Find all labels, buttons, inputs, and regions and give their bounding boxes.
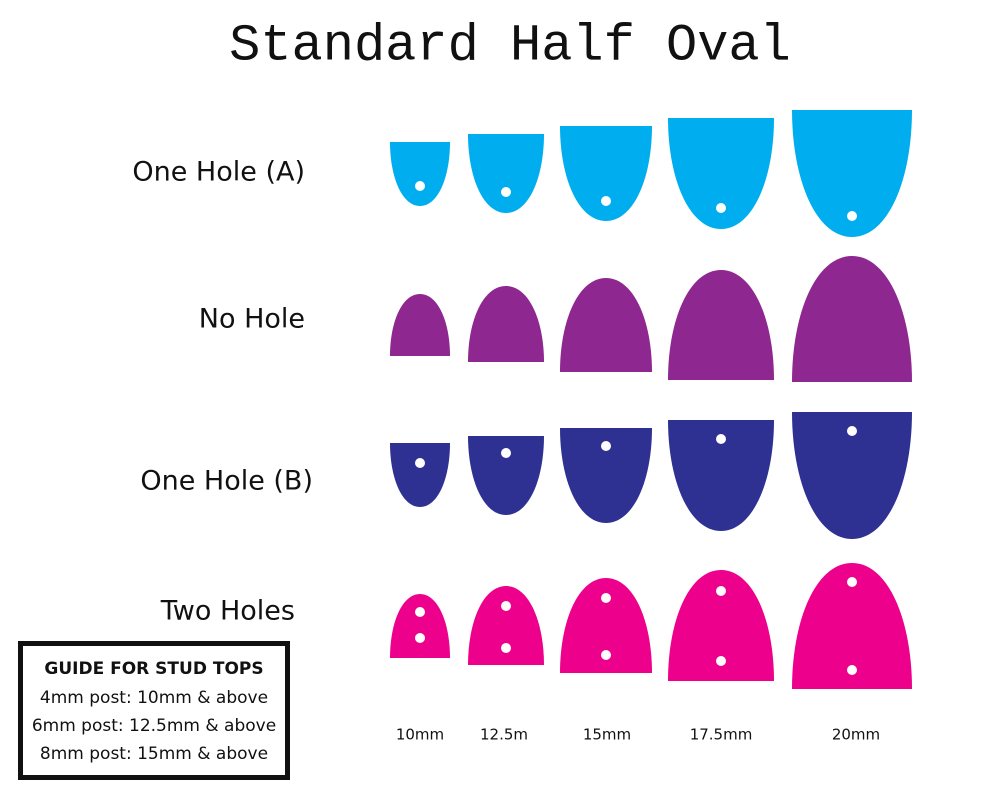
size-label: 12.5m — [480, 726, 528, 744]
half-oval — [668, 420, 774, 531]
half-oval — [560, 578, 652, 673]
hole — [716, 203, 726, 213]
half-oval — [668, 570, 774, 681]
hole — [847, 211, 857, 221]
hole — [716, 434, 726, 444]
guide-box — [18, 641, 290, 780]
hole — [601, 593, 611, 603]
title: Standard Half Oval — [229, 17, 791, 76]
half-oval — [468, 436, 544, 515]
hole — [601, 196, 611, 206]
hole — [501, 448, 511, 458]
size-label: 17.5mm — [690, 726, 753, 744]
guide-line: 4mm post: 10mm & above — [40, 688, 268, 708]
hole — [716, 586, 726, 596]
hole — [415, 607, 425, 617]
hole — [501, 643, 511, 653]
row-label: One Hole (B) — [140, 466, 313, 497]
guide-heading: GUIDE FOR STUD TOPS — [44, 659, 263, 679]
row-label: One Hole (A) — [132, 157, 305, 188]
hole — [601, 441, 611, 451]
hole — [415, 633, 425, 643]
half-oval — [668, 270, 774, 380]
half-oval — [468, 134, 544, 213]
half-oval — [390, 294, 450, 356]
half-oval — [560, 428, 652, 523]
hole — [716, 656, 726, 666]
half-oval — [560, 126, 652, 221]
hole — [847, 665, 857, 675]
half-oval — [468, 286, 544, 362]
size-label: 15mm — [583, 726, 631, 744]
half-oval — [390, 594, 450, 658]
row-label: No Hole — [199, 304, 305, 335]
hole — [415, 181, 425, 191]
half-oval — [792, 412, 912, 539]
hole — [415, 458, 425, 468]
hole — [847, 577, 857, 587]
size-label: 10mm — [396, 726, 444, 744]
guide-line: 6mm post: 12.5mm & above — [32, 716, 276, 736]
size-label: 20mm — [832, 726, 880, 744]
half-oval — [792, 110, 912, 237]
hole — [601, 650, 611, 660]
hole — [847, 426, 857, 436]
half-oval — [390, 142, 450, 206]
half-oval — [792, 563, 912, 689]
half-oval — [560, 278, 652, 372]
hole — [501, 601, 511, 611]
guide-line: 8mm post: 15mm & above — [40, 744, 268, 764]
half-oval — [668, 118, 774, 229]
half-oval — [390, 443, 450, 507]
half-oval — [792, 256, 912, 382]
hole — [501, 187, 511, 197]
row-label: Two Holes — [160, 596, 295, 627]
half-oval — [468, 586, 544, 665]
